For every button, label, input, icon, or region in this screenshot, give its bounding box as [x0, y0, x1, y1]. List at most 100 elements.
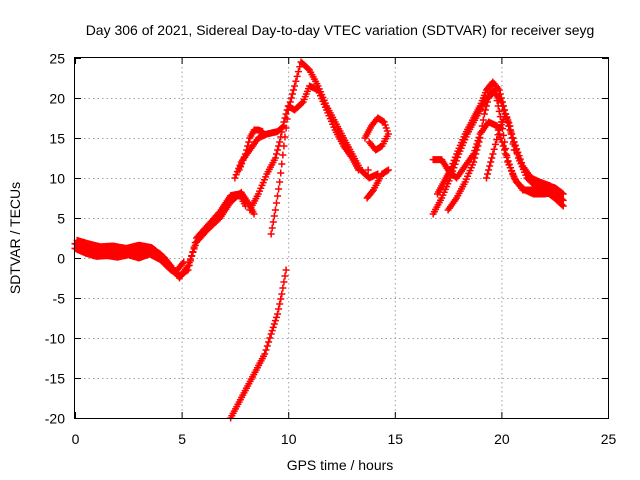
plus-marker [481, 106, 489, 114]
plus-marker [272, 199, 280, 207]
plus-marker [185, 261, 193, 269]
plus-marker [497, 98, 505, 106]
plus-marker [477, 128, 485, 136]
plus-marker [274, 310, 282, 318]
plus-marker [190, 243, 198, 251]
plus-marker [250, 210, 258, 218]
plus-marker [364, 166, 372, 174]
y-tick-label: -5 [53, 291, 66, 307]
y-tick-label: 15 [49, 131, 65, 147]
plus-marker [233, 168, 241, 176]
plus-marker [274, 192, 282, 200]
plus-marker [188, 252, 196, 260]
plus-marker [292, 77, 300, 85]
plus-marker [281, 272, 289, 280]
plus-marker [491, 140, 499, 148]
x-tick-label: 5 [178, 431, 186, 447]
plus-marker [474, 142, 482, 150]
plus-marker [270, 320, 278, 328]
plus-marker [559, 196, 567, 204]
plus-marker [452, 157, 460, 165]
plus-marker [482, 174, 490, 182]
plus-marker [472, 150, 480, 158]
y-tick-label: -15 [45, 371, 65, 387]
plus-marker [276, 300, 284, 308]
plus-marker [493, 136, 501, 144]
plus-marker [500, 106, 508, 114]
plus-marker [476, 134, 484, 142]
plus-marker [180, 258, 188, 266]
y-tick-label: 25 [49, 51, 65, 67]
x-tick-label: 15 [388, 431, 404, 447]
x-axis-label: GPS time / hours [287, 457, 394, 473]
plus-marker [269, 323, 277, 331]
plus-marker [494, 102, 502, 110]
plus-marker [232, 171, 240, 179]
plus-marker [268, 327, 276, 335]
plus-marker [293, 72, 301, 80]
plus-marker [558, 195, 566, 203]
plus-marker [276, 138, 284, 146]
plus-marker [278, 160, 286, 168]
plus-marker [500, 146, 508, 154]
series-sat-h [227, 266, 290, 422]
plus-marker [186, 257, 194, 265]
plus-marker [471, 154, 479, 162]
plus-marker [495, 107, 503, 115]
data-points [71, 58, 567, 422]
plus-marker [261, 350, 269, 358]
plus-marker [491, 86, 499, 94]
plus-marker [384, 166, 392, 174]
plus-marker [183, 267, 191, 275]
plus-marker [280, 278, 288, 286]
plus-marker [272, 150, 280, 158]
plus-marker [279, 284, 287, 292]
y-tick-label: 5 [57, 211, 65, 227]
plus-marker [272, 313, 280, 321]
plus-marker [265, 338, 273, 346]
y-tick-label: 20 [49, 91, 65, 107]
y-tick-label: 10 [49, 171, 65, 187]
plus-marker [235, 164, 243, 172]
plus-marker [484, 170, 492, 178]
plus-marker [493, 97, 501, 105]
plus-marker [508, 134, 516, 142]
plus-marker [274, 146, 282, 154]
x-tick-label: 10 [281, 431, 297, 447]
plus-marker [191, 239, 199, 247]
grid [75, 58, 608, 418]
series-sat-m [444, 86, 567, 214]
plus-marker [510, 146, 518, 154]
plot-frame [74, 57, 609, 419]
plus-marker [480, 110, 488, 118]
plus-marker [279, 123, 287, 131]
plus-marker [493, 122, 501, 130]
series-sat-c [73, 236, 188, 276]
series-sat-f [246, 82, 363, 214]
plus-marker [263, 342, 271, 350]
plus-marker [492, 91, 500, 99]
plus-marker [383, 167, 391, 175]
plus-marker [450, 164, 458, 172]
plus-marker [507, 128, 515, 136]
y-tick-label: -20 [45, 411, 65, 427]
plus-marker [276, 178, 284, 186]
plus-marker [490, 145, 498, 153]
plus-marker [513, 150, 521, 158]
plus-marker [284, 106, 292, 114]
x-tick-label: 20 [494, 431, 510, 447]
plus-marker [266, 334, 274, 342]
plus-marker [267, 330, 275, 338]
plus-marker [287, 94, 295, 102]
plus-marker [470, 158, 478, 166]
plus-marker [449, 167, 457, 175]
series-sat-i [361, 114, 392, 202]
plus-marker [278, 290, 286, 298]
plus-marker [473, 146, 481, 154]
plus-marker [245, 138, 253, 146]
plus-marker [280, 142, 288, 150]
plus-marker [282, 124, 290, 132]
plus-marker [478, 122, 486, 130]
plus-marker [494, 131, 502, 139]
